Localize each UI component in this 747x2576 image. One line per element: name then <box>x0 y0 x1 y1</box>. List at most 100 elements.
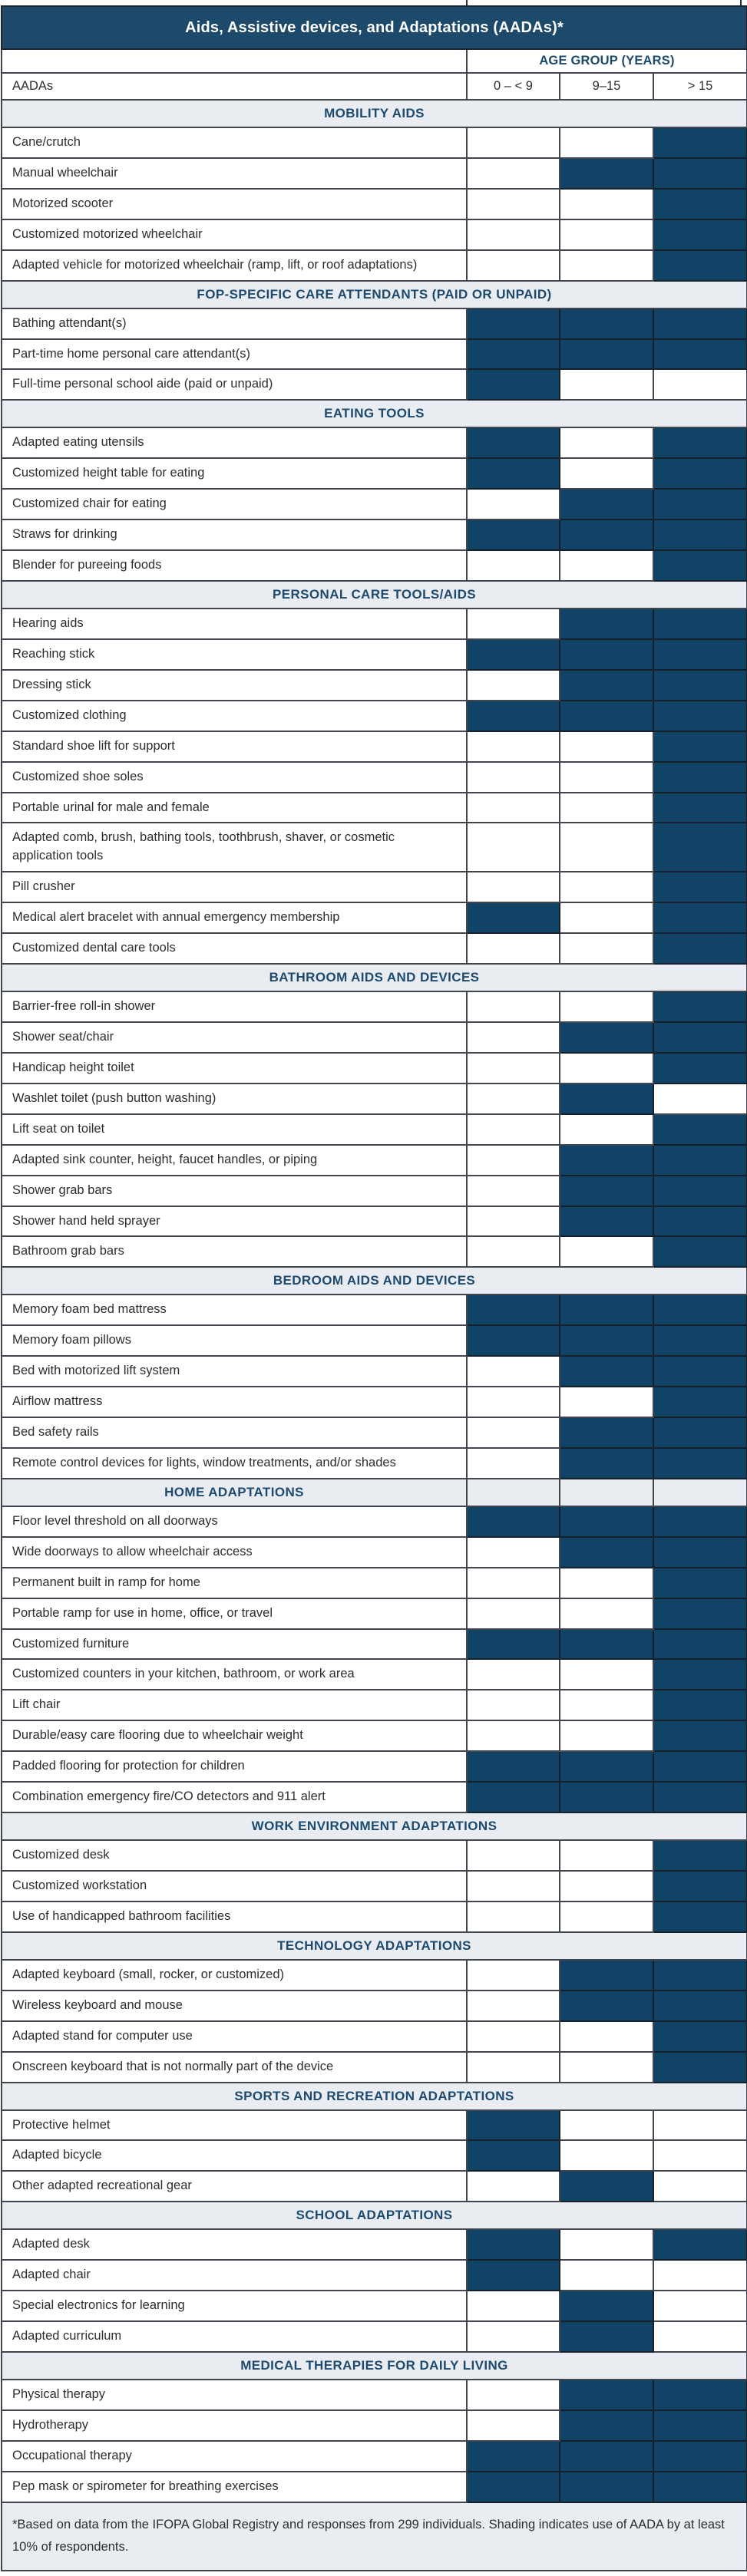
shaded-cell <box>466 1781 560 1814</box>
shaded-cell <box>559 157 654 190</box>
empty-cell <box>559 1689 654 1722</box>
table-row: Customized clothing <box>1 699 747 732</box>
table-row: Durable/easy care flooring due to wheelc… <box>1 1720 747 1753</box>
shaded-cell <box>466 902 560 935</box>
shaded-cell <box>652 1143 747 1176</box>
shaded-cell <box>652 638 747 671</box>
empty-cell <box>466 2409 560 2442</box>
table-row: Bed with motorized lift system <box>1 1355 747 1388</box>
empty-cell <box>559 871 654 904</box>
shaded-cell <box>466 1750 560 1783</box>
row-label: Memory foam pillows <box>1 1324 468 1357</box>
empty-cell <box>466 1355 560 1388</box>
shaded-cell <box>652 1386 747 1419</box>
section-title: MEDICAL THERAPIES FOR DAILY LIVING <box>0 2351 747 2380</box>
section-header-row: BEDROOM AIDS AND DEVICES <box>0 1266 747 1296</box>
section-empty-cell <box>559 1477 654 1507</box>
empty-cell <box>652 2139 747 2172</box>
section-title: BEDROOM AIDS AND DEVICES <box>0 1266 747 1296</box>
empty-cell <box>559 549 654 582</box>
shaded-cell <box>652 1205 747 1238</box>
table-row: Hearing aids <box>1 607 747 640</box>
empty-cell <box>466 2320 560 2353</box>
empty-cell <box>466 730 560 763</box>
section-header-row: FOP-SPECIFIC CARE ATTENDANTS (PAID OR UN… <box>0 279 747 309</box>
table-row: Special electronics for learning <box>1 2290 747 2323</box>
table-row: Hydrotherapy <box>1 2409 747 2442</box>
section-empty-cell <box>652 1477 747 1507</box>
shaded-cell <box>466 1505 560 1538</box>
table-row: Customized workstation <box>1 1870 747 1902</box>
row-label: Padded flooring for protection for child… <box>1 1750 468 1783</box>
empty-cell <box>466 991 560 1023</box>
empty-cell <box>466 1386 560 1419</box>
empty-cell <box>466 1566 560 1599</box>
shaded-cell <box>559 1750 654 1783</box>
table-row: Standard shoe lift for support <box>1 730 747 763</box>
shaded-cell <box>559 2320 654 2353</box>
row-label: Combination emergency fire/CO detectors … <box>1 1781 468 1814</box>
shaded-cell <box>466 338 560 371</box>
shaded-cell <box>559 488 654 521</box>
section-title: HOME ADAPTATIONS <box>1 1477 468 1507</box>
table-row: Portable ramp for use in home, office, o… <box>1 1597 747 1630</box>
empty-cell <box>652 368 747 401</box>
table-row: Wide doorways to allow wheelchair access <box>1 1535 747 1568</box>
table-row: Airflow mattress <box>1 1386 747 1419</box>
empty-cell <box>466 488 560 521</box>
shaded-cell <box>652 1021 747 1054</box>
table-row: Customized height table for eating <box>1 457 747 490</box>
row-label: Adapted curriculum <box>1 2320 468 2353</box>
empty-cell <box>559 187 654 220</box>
shaded-cell <box>652 1235 747 1268</box>
row-dimension-label: AADAs <box>1 72 468 101</box>
row-label: Full-time personal school aide (paid or … <box>1 368 468 401</box>
shaded-cell <box>652 1174 747 1207</box>
section-title: WORK ENVIRONMENT ADAPTATIONS <box>0 1812 747 1842</box>
footnote-text: *Based on data from the IFOPA Global Reg… <box>0 2501 747 2572</box>
empty-cell <box>559 2050 654 2083</box>
shaded-cell <box>559 2290 654 2323</box>
shaded-cell <box>652 249 747 282</box>
shaded-cell <box>652 2439 747 2472</box>
shaded-cell <box>559 1021 654 1054</box>
empty-cell <box>559 791 654 824</box>
shaded-cell <box>466 368 560 401</box>
row-label: Washlet toilet (push button washing) <box>1 1082 468 1115</box>
empty-cell <box>559 2020 654 2053</box>
table-row: Adapted comb, brush, bathing tools, toot… <box>1 822 747 873</box>
empty-cell <box>559 127 654 159</box>
table-row: Occupational therapy <box>1 2439 747 2472</box>
empty-cell <box>466 187 560 220</box>
empty-cell <box>466 791 560 824</box>
shaded-cell <box>559 1535 654 1568</box>
section-header-row: MEDICAL THERAPIES FOR DAILY LIVING <box>0 2351 747 2380</box>
age-column-1: 9–15 <box>559 72 654 101</box>
row-label: Lift seat on toilet <box>1 1113 468 1146</box>
shaded-cell <box>466 307 560 340</box>
section-header-row: MOBILITY AIDS <box>0 99 747 128</box>
row-label: Customized counters in your kitchen, bat… <box>1 1658 468 1691</box>
section-header-row: SCHOOL ADAPTATIONS <box>0 2201 747 2231</box>
shaded-cell <box>559 668 654 701</box>
row-label: Customized dental care tools <box>1 932 468 965</box>
empty-cell <box>466 760 560 793</box>
empty-cell <box>466 1839 560 1872</box>
empty-cell <box>466 2020 560 2053</box>
shaded-cell <box>652 1535 747 1568</box>
row-label: Bed with motorized lift system <box>1 1355 468 1388</box>
shaded-cell <box>652 1324 747 1357</box>
row-label: Special electronics for learning <box>1 2290 468 2323</box>
shaded-cell <box>652 1113 747 1146</box>
row-label: Physical therapy <box>1 2379 468 2411</box>
empty-cell <box>466 2379 560 2411</box>
section-title: EATING TOOLS <box>0 399 747 429</box>
row-label: Adapted desk <box>1 2228 468 2261</box>
row-label: Customized workstation <box>1 1870 468 1902</box>
shaded-cell <box>466 1294 560 1327</box>
table-row: Bed safety rails <box>1 1417 747 1449</box>
table-row: Full-time personal school aide (paid or … <box>1 368 747 401</box>
row-label: Customized height table for eating <box>1 457 468 490</box>
section-title: SCHOOL ADAPTATIONS <box>0 2201 747 2231</box>
table-row: Permanent built in ramp for home <box>1 1566 747 1599</box>
